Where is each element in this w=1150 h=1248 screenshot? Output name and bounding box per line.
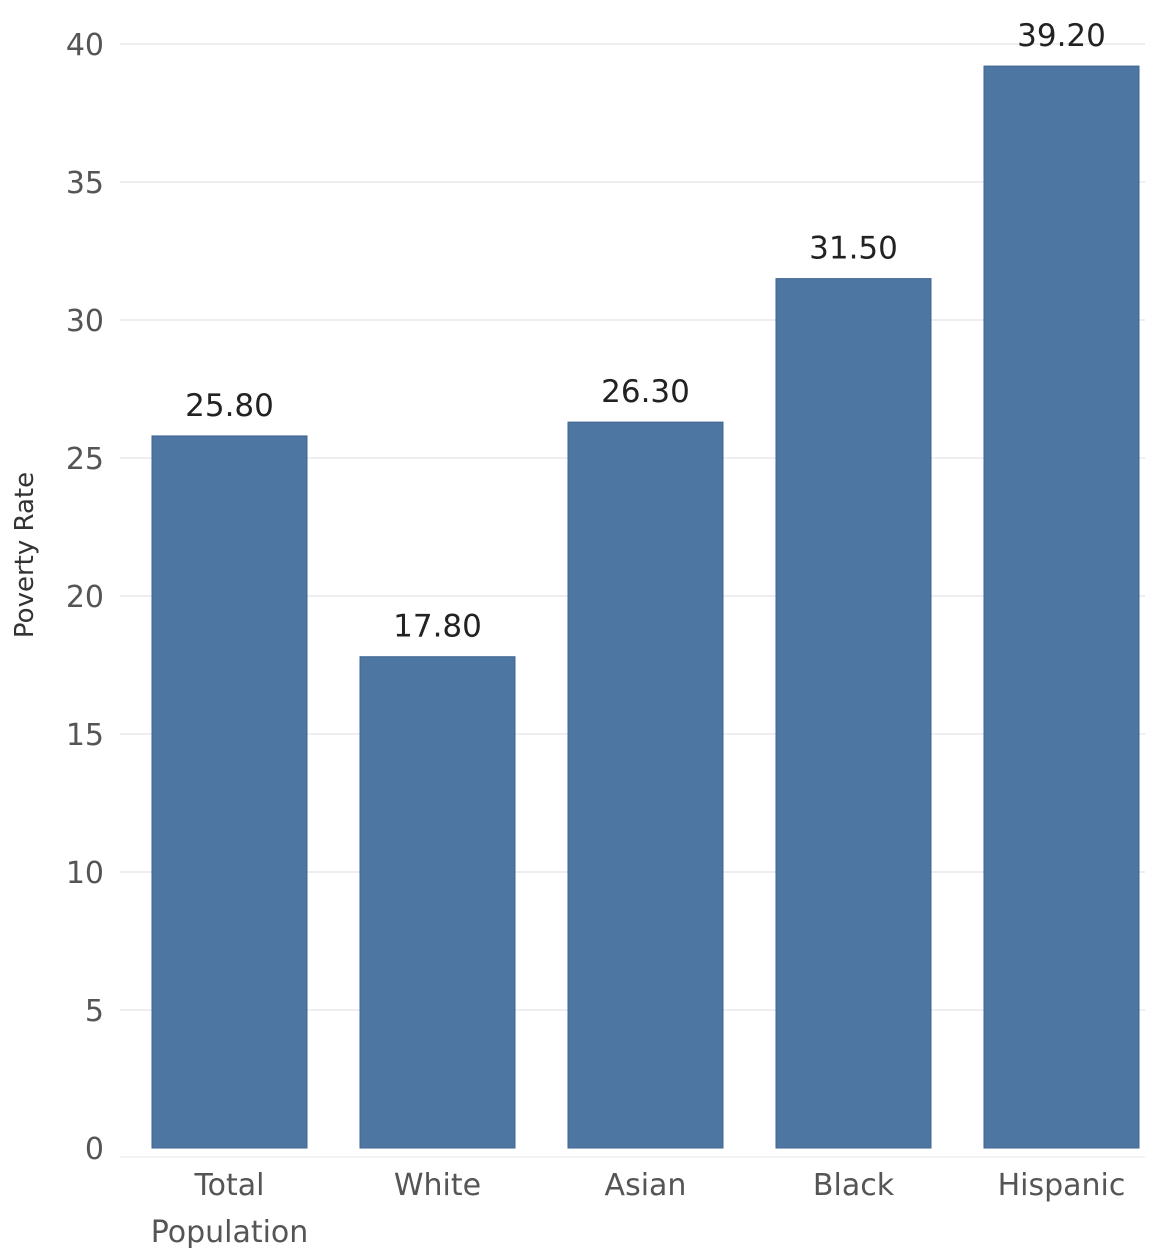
y-tick-label: 10 bbox=[66, 856, 104, 891]
x-category-label: Population bbox=[151, 1215, 309, 1248]
y-axis-title: Poverty Rate bbox=[10, 472, 40, 638]
x-category-label: White bbox=[394, 1168, 481, 1203]
bar bbox=[983, 65, 1140, 1149]
bar-value-label: 31.50 bbox=[809, 231, 898, 267]
y-tick-label: 5 bbox=[85, 994, 104, 1029]
y-tick-label: 35 bbox=[66, 166, 104, 201]
bar bbox=[359, 656, 516, 1149]
y-axis-ticks: 0 5 10 15 20 25 30 35 40 bbox=[66, 28, 104, 1167]
y-tick-label: 25 bbox=[66, 442, 104, 477]
bar bbox=[775, 278, 932, 1149]
bar bbox=[151, 435, 308, 1149]
y-tick-label: 0 bbox=[85, 1132, 104, 1167]
bar-value-label: 25.80 bbox=[185, 388, 274, 424]
bar-value-label: 26.30 bbox=[601, 374, 690, 410]
y-tick-label: 20 bbox=[66, 580, 104, 615]
bar-value-label: 17.80 bbox=[393, 609, 482, 645]
x-axis-labels: Total Population White Asian Black Hispanic bbox=[151, 1168, 1126, 1248]
x-category-label: Black bbox=[813, 1168, 895, 1203]
x-category-label: Hispanic bbox=[998, 1168, 1126, 1203]
bars bbox=[151, 65, 1140, 1149]
y-tick-label: 15 bbox=[66, 718, 104, 753]
value-labels: 25.80 17.80 26.30 31.50 39.20 bbox=[185, 18, 1106, 645]
bar-value-label: 39.20 bbox=[1017, 18, 1106, 54]
y-tick-label: 30 bbox=[66, 304, 104, 339]
y-tick-label: 40 bbox=[66, 28, 104, 63]
bar bbox=[567, 421, 724, 1149]
x-category-label: Asian bbox=[605, 1168, 687, 1203]
x-category-label: Total bbox=[193, 1168, 264, 1203]
